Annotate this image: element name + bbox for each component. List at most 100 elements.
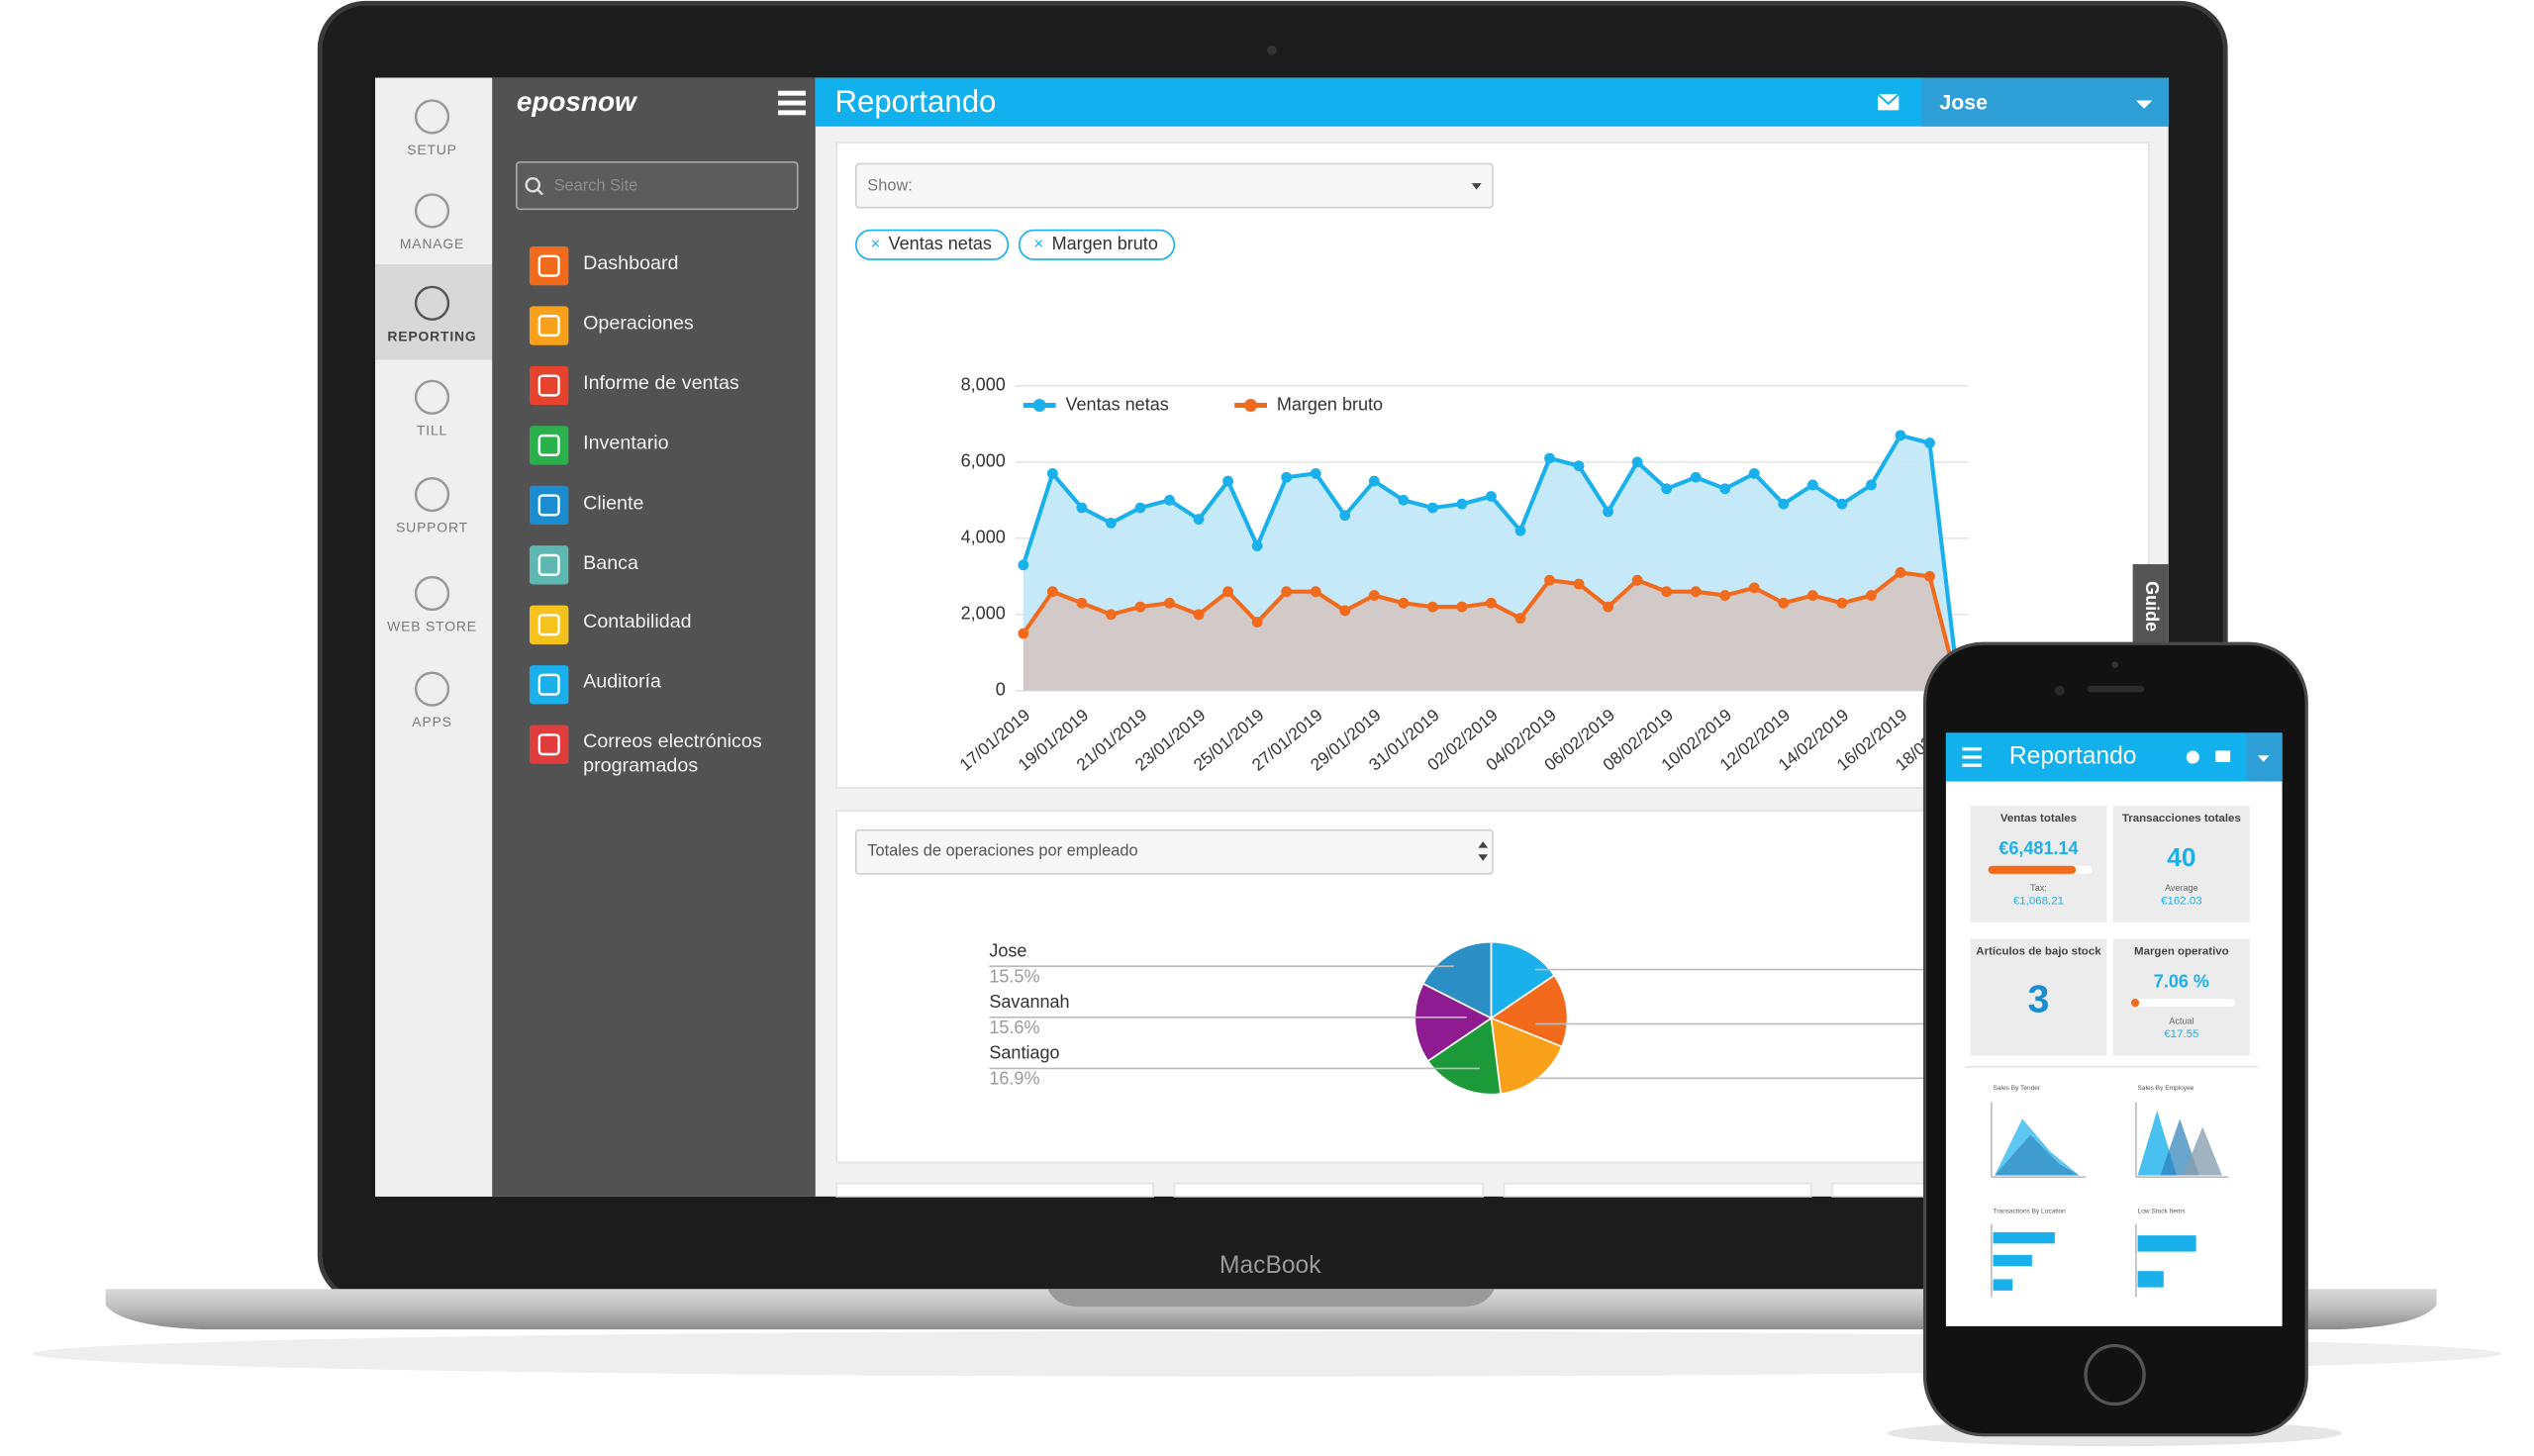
data-point <box>1631 456 1643 468</box>
phone-users-icon[interactable] <box>2186 750 2199 764</box>
menu-icon[interactable] <box>529 725 569 764</box>
sidebar-icon[interactable] <box>414 99 450 135</box>
select-arrows <box>1478 841 1489 861</box>
phone-mail-icon[interactable] <box>2215 750 2231 762</box>
user-menu[interactable] <box>1921 77 2169 127</box>
hamburger[interactable] <box>778 90 806 116</box>
pie-slice <box>1421 940 1493 1020</box>
data-point <box>1924 570 1935 582</box>
data-point <box>1281 471 1293 483</box>
data-point <box>1339 605 1351 617</box>
menu-item[interactable]: Correos electrónicos programados <box>583 729 803 788</box>
menu-label: Correos electrónicos programados <box>583 729 762 777</box>
breakdown-select[interactable] <box>854 828 1494 875</box>
guide-tab[interactable] <box>2132 564 2169 649</box>
data-point <box>1193 609 1205 621</box>
filter-chip[interactable]: Margen bruto × <box>1018 229 1176 260</box>
data-point <box>1866 590 1877 601</box>
sidebar-label: WEB STORE <box>387 619 477 634</box>
chip-label: Margen bruto <box>1052 234 1158 253</box>
data-point <box>1426 502 1438 514</box>
menu-icon-glyph <box>537 733 560 756</box>
menu-item[interactable]: Banca <box>583 550 803 609</box>
menu-label: Contabilidad <box>583 610 692 633</box>
user-name: Jose <box>1939 90 1988 114</box>
menu-item[interactable]: Dashboard <box>583 251 803 310</box>
chip-label: Ventas netas <box>889 234 992 253</box>
menu-icon[interactable] <box>529 306 569 345</box>
hamburger-bar <box>778 100 806 106</box>
phone-speaker <box>2087 685 2145 693</box>
shadow <box>32 1330 2502 1377</box>
mini-area <box>2183 1126 2222 1176</box>
data-point <box>1164 597 1175 609</box>
menu-icon[interactable] <box>529 245 569 286</box>
menu-icon[interactable] <box>529 665 569 705</box>
menu-icon[interactable] <box>529 426 569 465</box>
area-fill <box>1023 572 1960 691</box>
data-point <box>1603 506 1614 518</box>
menu-item[interactable]: Operaciones <box>583 311 803 369</box>
select-caret <box>1471 183 1482 190</box>
card-stub <box>1503 1182 1812 1198</box>
pie-slice <box>1413 982 1494 1063</box>
hamburger-bar <box>778 90 806 96</box>
data-point <box>1134 601 1146 613</box>
menu-item[interactable]: Cliente <box>583 491 803 549</box>
sidebar-icon[interactable] <box>414 193 450 229</box>
menu-icon[interactable] <box>529 485 569 526</box>
tile-value: 40 <box>2167 842 2195 872</box>
data-point <box>1310 586 1321 598</box>
search-placeholder: Search Site <box>554 177 638 195</box>
menu-item[interactable]: Inventario <box>583 431 803 489</box>
user-menu-caret <box>2135 100 2153 109</box>
tile-sub-label: Actual <box>2169 1016 2193 1025</box>
search-box[interactable] <box>516 160 799 211</box>
data-point <box>1398 494 1410 506</box>
sidebar-icon[interactable] <box>414 671 450 707</box>
data-point <box>1368 590 1380 601</box>
pie-value-label: 15.5% <box>989 966 1039 986</box>
chip-remove[interactable]: × <box>871 236 881 253</box>
menu-label: Cliente <box>583 490 644 514</box>
menu-icon[interactable] <box>529 365 569 406</box>
legend-label: Margen bruto <box>1277 394 1383 414</box>
tile-title: Margen operativo <box>2134 946 2229 958</box>
phone-tile <box>1970 938 2107 1056</box>
data-point <box>1486 597 1497 609</box>
sidebar-icon[interactable] <box>414 379 450 415</box>
y-tick-label: 0 <box>996 680 1006 700</box>
y-tick-label: 6,000 <box>961 451 1006 471</box>
filter-chip[interactable]: Ventas netas × <box>854 229 1010 260</box>
sidebar-icon[interactable] <box>414 476 450 513</box>
home-button[interactable] <box>2084 1343 2146 1407</box>
tile-sub-label: Tax: <box>2030 883 2047 893</box>
phone-menu-bar <box>1962 747 1983 751</box>
sidebar-icon[interactable] <box>414 575 450 612</box>
data-point <box>1895 567 1906 578</box>
menu-item[interactable]: Auditoría <box>583 670 803 728</box>
data-point <box>1514 613 1526 625</box>
pie-slice <box>1489 974 1569 1048</box>
data-point <box>1573 460 1585 472</box>
pie-label: Savannah <box>989 992 1069 1012</box>
legend-label: Ventas netas <box>1065 394 1168 414</box>
sidebar-icon[interactable] <box>414 285 450 321</box>
data-point <box>1924 437 1935 448</box>
menu-item[interactable]: Contabilidad <box>583 611 803 669</box>
menu-icon[interactable] <box>529 545 569 585</box>
phone-mini-charts <box>1991 1102 2229 1298</box>
mini-bar <box>2137 1271 2164 1288</box>
data-point <box>1661 586 1673 598</box>
chip-remove[interactable]: × <box>1034 236 1044 253</box>
data-point <box>1426 601 1438 613</box>
menu-icon-glyph <box>537 315 560 338</box>
pie-chart: Jose 15.5% Savannah 15.6% Santiago 16.9% <box>989 940 1933 1096</box>
menu-item[interactable]: Informe de ventas <box>583 371 803 430</box>
data-point <box>1251 617 1263 628</box>
show-select[interactable] <box>854 162 1494 209</box>
data-point <box>1748 582 1760 594</box>
menu-icon[interactable] <box>529 605 569 644</box>
y-tick-label: 4,000 <box>961 528 1006 547</box>
